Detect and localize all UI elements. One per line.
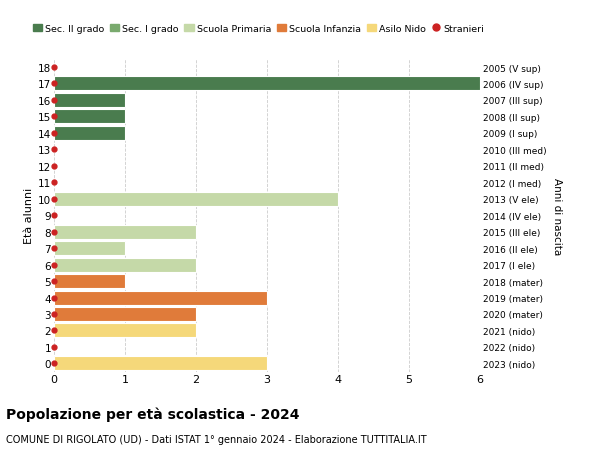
Bar [54,241,125,256]
Bar [54,127,125,140]
Text: COMUNE DI RIGOLATO (UD) - Dati ISTAT 1° gennaio 2024 - Elaborazione TUTTITALIA.I: COMUNE DI RIGOLATO (UD) - Dati ISTAT 1° … [6,434,427,444]
Bar [54,77,480,91]
Legend: Sec. II grado, Sec. I grado, Scuola Primaria, Scuola Infanzia, Asilo Nido, Stran: Sec. II grado, Sec. I grado, Scuola Prim… [29,21,488,37]
Bar [54,308,196,321]
Bar [54,192,338,206]
Y-axis label: Età alunni: Età alunni [24,188,34,244]
Y-axis label: Anni di nascita: Anni di nascita [552,177,562,254]
Bar [54,274,125,288]
Bar [54,324,196,338]
Bar [54,291,267,305]
Bar [54,225,196,239]
Bar [54,258,196,272]
Text: Popolazione per età scolastica - 2024: Popolazione per età scolastica - 2024 [6,406,299,421]
Bar [54,94,125,108]
Bar [54,357,267,370]
Bar [54,110,125,124]
